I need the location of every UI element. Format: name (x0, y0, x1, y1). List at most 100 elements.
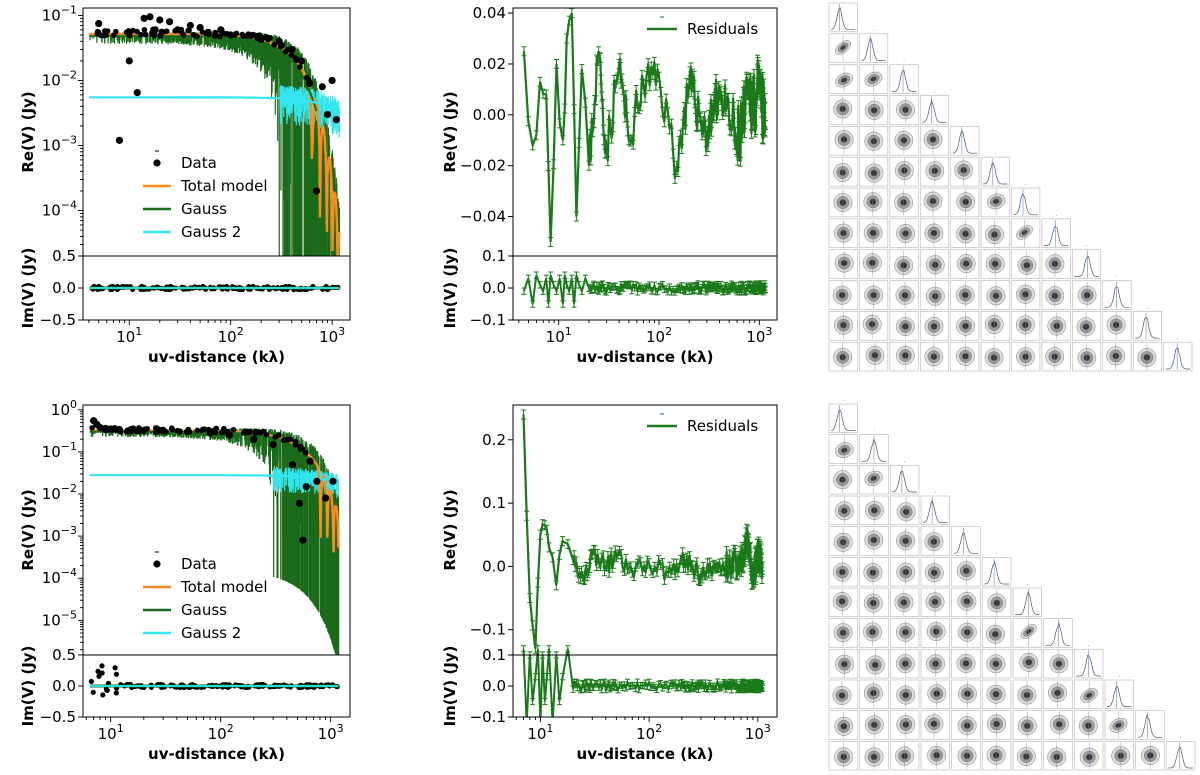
x-tick-label: 103 (746, 325, 772, 346)
data-point (146, 13, 154, 21)
data-point (99, 425, 106, 431)
data-point (153, 424, 160, 431)
data-point (322, 494, 330, 502)
residual-plot-area (521, 409, 765, 717)
data-point (297, 443, 304, 450)
legend-entry: Total model (180, 578, 268, 596)
legend-entry: Gauss 2 (181, 223, 241, 241)
data-point (176, 27, 183, 33)
legend-entry: Total model (180, 177, 268, 195)
data-point (304, 74, 310, 81)
x-tick-label: 101 (116, 325, 142, 346)
im-data-point (100, 692, 106, 698)
re-y-tick-label: −0.02 (460, 157, 506, 175)
im-y-tick-label: 0.0 (52, 677, 76, 695)
y-tick-label: 10−4 (42, 566, 77, 587)
data-point (278, 43, 284, 50)
amplitude-panel-bottom-left: 101 102 103 100 10−1 10−2 10−3 10−4 10−5 0.5 0.0 −0… (19, 398, 351, 763)
im-y-tick-label: 0.1 (482, 247, 506, 265)
x-tick-label: 102 (208, 722, 234, 743)
im-data-point (88, 678, 94, 685)
legend: Residuals (647, 16, 758, 38)
data-point (186, 21, 194, 30)
data-point (117, 429, 124, 435)
gauss2-line (89, 474, 339, 485)
im-plot-area (88, 663, 340, 698)
residual-panel-top-middle: 101 102 103 0.04 0.02 0.00 −0.02 −0.04 0.1 0.0 −0.… (441, 4, 778, 366)
data-point (133, 89, 141, 97)
data-point (250, 435, 258, 443)
data-point (240, 33, 247, 39)
im-data-point (113, 671, 120, 677)
data-point (231, 32, 238, 38)
re-y-axis-label: Re(V) (Jy) (19, 489, 37, 570)
re-y-axis-label: Re(V) (Jy) (441, 91, 459, 172)
re-plot-area (89, 417, 340, 655)
im-data-point (90, 689, 96, 695)
im-y-tick-label: −0.5 (40, 311, 76, 329)
im-y-axis-label: Im(V) (Jy) (19, 248, 37, 329)
data-point (323, 110, 332, 119)
data-point (172, 27, 178, 34)
residual-plot-area (521, 8, 768, 308)
re-y-tick-label: 0.02 (473, 55, 506, 73)
data-point (142, 31, 149, 38)
x-axis-label: uv-distance (kλ) (148, 745, 285, 763)
data-point (329, 477, 337, 485)
im-data-point (113, 690, 119, 696)
data-point (166, 18, 174, 26)
data-point (101, 28, 108, 34)
y-tick-label: 10−3 (42, 133, 77, 154)
data-point (280, 437, 287, 444)
legend-entry: Data (181, 154, 217, 172)
y-tick-label: 10−3 (42, 524, 77, 545)
data-point (292, 438, 299, 445)
data-point (269, 440, 277, 449)
data-point (219, 429, 225, 436)
re-y-tick-label: −0.04 (460, 208, 506, 226)
data-point (180, 32, 187, 38)
data-point (199, 29, 206, 35)
data-point (208, 428, 215, 434)
data-point (332, 116, 340, 124)
legend-entry: Gauss (181, 601, 227, 619)
y-tick-label: 10−2 (42, 482, 77, 503)
data-point (142, 426, 148, 433)
data-point (156, 16, 164, 24)
data-point (276, 432, 282, 439)
data-point (292, 54, 298, 61)
data-point (213, 32, 220, 39)
data-point (162, 428, 168, 435)
data-point (302, 450, 309, 456)
data-point (264, 35, 270, 42)
legend-entry: Data (181, 555, 217, 573)
re-y-tick-label: 0.00 (473, 106, 506, 124)
data-point (95, 19, 103, 28)
im-y-axis-label: Im(V) (Jy) (19, 646, 37, 727)
legend-entry: Residuals (687, 20, 758, 38)
data-point (297, 57, 306, 65)
data-point (296, 64, 303, 70)
data-point (200, 426, 207, 432)
im-y-axis-label: Im(V) (Jy) (441, 248, 459, 329)
y-tick-label: 10−1 (42, 440, 77, 461)
x-tick-label: 103 (318, 722, 344, 743)
data-point (94, 30, 101, 37)
im-data-point (104, 687, 110, 693)
re-plot-area (89, 13, 341, 256)
data-point (134, 28, 140, 35)
y-tick-label: 10−1 (42, 3, 77, 24)
data-point (174, 427, 181, 434)
data-point (157, 427, 163, 434)
data-point (115, 136, 124, 144)
data-point (149, 29, 155, 36)
im-y-tick-label: −0.5 (40, 708, 76, 726)
legend: Data Total model Gauss Gauss 2 (143, 150, 268, 241)
data-point (328, 76, 336, 85)
im-data-point (99, 670, 105, 676)
data-point (206, 31, 212, 37)
data-point (113, 426, 119, 432)
legend-marker-data (153, 560, 161, 568)
data-point (169, 426, 176, 433)
data-point (302, 482, 310, 491)
